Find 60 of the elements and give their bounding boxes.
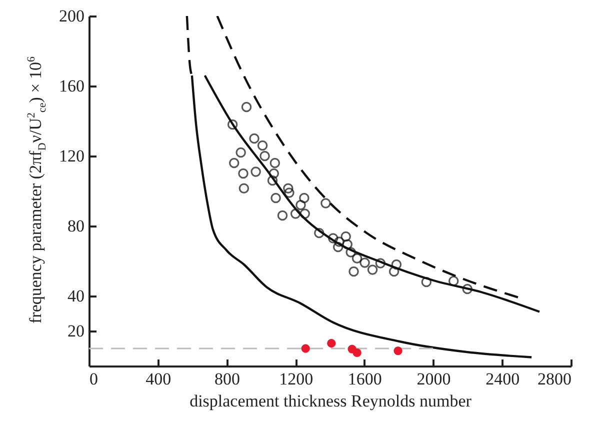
point	[388, 266, 400, 277]
point	[360, 258, 370, 268]
point	[346, 247, 356, 258]
point	[284, 188, 294, 198]
point	[327, 338, 336, 348]
point	[270, 158, 280, 168]
point	[299, 192, 310, 204]
x-axis-title: displacement thickness Reynolds number	[190, 392, 472, 410]
point	[332, 242, 344, 252]
point	[241, 102, 252, 112]
point	[228, 158, 240, 168]
point	[236, 147, 246, 158]
point	[277, 210, 288, 221]
point	[314, 228, 324, 238]
point	[352, 253, 362, 264]
point	[267, 175, 278, 186]
point	[260, 150, 270, 162]
point	[296, 200, 306, 210]
x-tick-label: 2800	[538, 370, 572, 388]
line-series	[216, 16, 521, 299]
point	[320, 198, 331, 208]
point	[342, 239, 353, 250]
point	[227, 119, 238, 130]
point	[375, 258, 386, 268]
point	[249, 133, 260, 144]
point	[301, 344, 310, 353]
point	[421, 276, 432, 288]
point	[334, 236, 344, 247]
point	[300, 208, 310, 219]
point	[394, 346, 402, 356]
point	[328, 233, 338, 244]
y-tick-label: 40	[68, 286, 84, 306]
point	[340, 231, 351, 242]
point	[283, 183, 294, 194]
x-tick-label: 400	[146, 370, 172, 388]
y-tick-label: 120	[59, 146, 84, 166]
point	[448, 276, 459, 286]
x-tick-label: 2000	[416, 370, 451, 388]
point	[462, 284, 472, 294]
point	[268, 168, 280, 179]
point	[238, 168, 248, 179]
point	[270, 192, 281, 204]
x-tick-label: 2400	[486, 370, 520, 388]
point	[290, 208, 301, 219]
point	[367, 264, 378, 275]
line-series	[204, 74, 541, 313]
point	[238, 183, 250, 194]
y-tick-label: 20	[68, 322, 84, 340]
y-tick-label: 160	[59, 76, 84, 96]
x-tick-label: 1600	[348, 370, 382, 388]
y-tick-label: 200	[59, 6, 84, 26]
point	[257, 140, 268, 151]
point	[348, 266, 359, 277]
point	[250, 166, 261, 177]
point	[391, 259, 402, 270]
x-tick-label: 0	[90, 370, 98, 388]
x-tick-label: 1200	[279, 370, 314, 388]
point	[352, 348, 362, 358]
x-tick-label: 800	[214, 370, 240, 388]
y-tick-label: 80	[68, 216, 84, 236]
